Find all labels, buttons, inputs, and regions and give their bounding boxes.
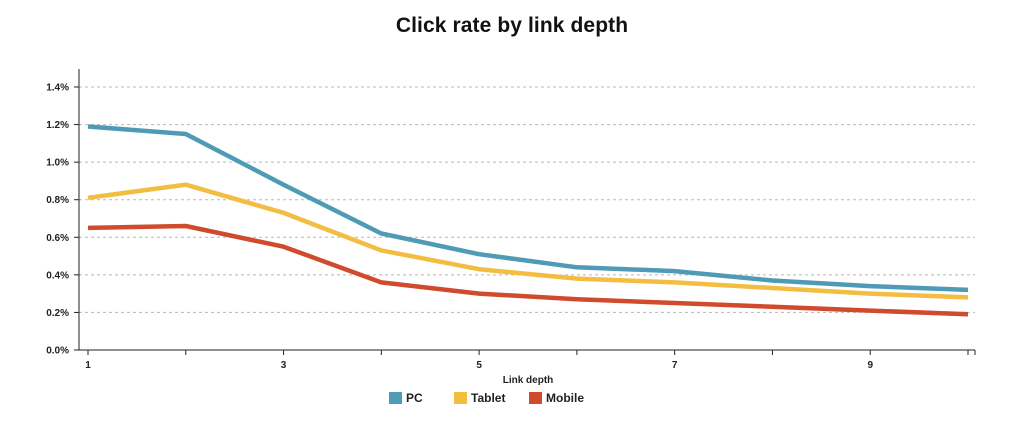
x-tick-label: 5	[476, 360, 482, 371]
y-tick-label: 1.0%	[46, 158, 69, 169]
legend-item-mobile: Mobile	[529, 391, 584, 405]
legend-label: PC	[406, 391, 423, 405]
x-axis-title: Link depth	[503, 375, 554, 386]
legend-item-pc: PC	[389, 391, 423, 405]
y-tick-label: 0.4%	[46, 270, 69, 281]
series-line-mobile	[87, 223, 969, 317]
x-tick-label: 7	[672, 360, 678, 371]
y-tick-label: 0.0%	[46, 346, 69, 357]
legend-swatch-mobile	[529, 392, 542, 404]
axes: 0.0% 0.2% 0.4% 0.6% 0.8% 1.0% 1.2% 1.4% 1 3 5 7 9 Lin…	[46, 69, 976, 386]
y-tick-label: 0.2%	[46, 308, 69, 319]
series-line-tablet	[87, 182, 969, 300]
grid-lines	[79, 86, 975, 313]
x-tick-label: 3	[281, 360, 287, 371]
chart-title: Click rate by link depth	[395, 14, 629, 37]
series-lines	[87, 124, 969, 317]
legend-label: Mobile	[546, 391, 584, 405]
legend-item-tablet: Tablet	[454, 391, 505, 405]
y-tick-label: 0.6%	[46, 233, 69, 244]
y-tick-label: 1.2%	[46, 120, 69, 131]
legend-swatch-tablet	[454, 392, 467, 404]
series-line-pc	[87, 124, 969, 293]
legend: PC Tablet Mobile	[389, 391, 584, 405]
y-tick-label: 1.4%	[46, 83, 69, 94]
legend-label: Tablet	[471, 391, 505, 405]
y-tick-label: 0.8%	[46, 195, 69, 206]
x-tick-label: 1	[85, 360, 91, 371]
legend-swatch-pc	[389, 392, 402, 404]
x-tick-label: 9	[867, 360, 873, 371]
